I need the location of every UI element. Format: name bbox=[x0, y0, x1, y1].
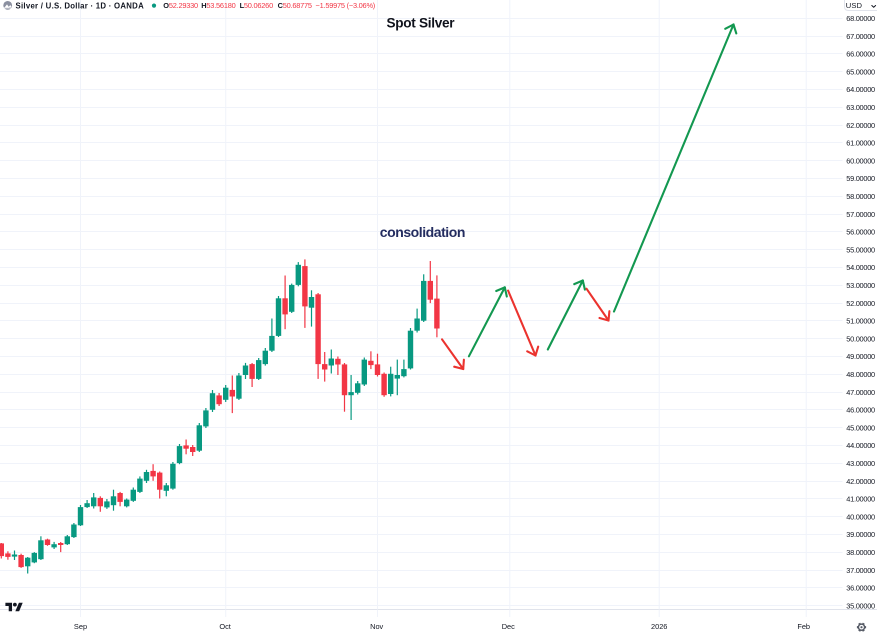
svg-text:39.00000: 39.00000 bbox=[846, 530, 875, 539]
svg-text:Nov: Nov bbox=[370, 622, 383, 631]
svg-text:55.00000: 55.00000 bbox=[846, 245, 875, 254]
svg-text:53.00000: 53.00000 bbox=[846, 281, 875, 290]
svg-text:Dec: Dec bbox=[502, 622, 515, 631]
svg-text:Sep: Sep bbox=[74, 622, 87, 631]
svg-text:64.00000: 64.00000 bbox=[846, 85, 875, 94]
svg-text:45.00000: 45.00000 bbox=[846, 423, 875, 432]
svg-text:consolidation: consolidation bbox=[380, 224, 465, 240]
svg-text:C50.68775: C50.68775 bbox=[278, 1, 312, 10]
svg-text:66.00000: 66.00000 bbox=[846, 50, 875, 59]
svg-text:Silver / U.S. Dollar · 1D · OA: Silver / U.S. Dollar · 1D · OANDA bbox=[16, 1, 145, 10]
svg-text:61.00000: 61.00000 bbox=[846, 139, 875, 148]
svg-text:46.00000: 46.00000 bbox=[846, 406, 875, 415]
svg-text:2026: 2026 bbox=[651, 622, 667, 631]
svg-text:Oct: Oct bbox=[219, 622, 231, 631]
svg-text:67.00000: 67.00000 bbox=[846, 32, 875, 41]
svg-text:35.00000: 35.00000 bbox=[846, 601, 875, 610]
svg-text:49.00000: 49.00000 bbox=[846, 352, 875, 361]
svg-text:54.00000: 54.00000 bbox=[846, 263, 875, 272]
svg-text:38.00000: 38.00000 bbox=[846, 548, 875, 557]
svg-text:44.00000: 44.00000 bbox=[846, 441, 875, 450]
svg-text:41.00000: 41.00000 bbox=[846, 495, 875, 504]
svg-text:59.00000: 59.00000 bbox=[846, 174, 875, 183]
svg-text:−1.59975 (−3.06%): −1.59975 (−3.06%) bbox=[316, 1, 376, 10]
svg-text:42.00000: 42.00000 bbox=[846, 477, 875, 486]
svg-text:48.00000: 48.00000 bbox=[846, 370, 875, 379]
svg-text:60.00000: 60.00000 bbox=[846, 156, 875, 165]
svg-text:40.00000: 40.00000 bbox=[846, 512, 875, 521]
svg-text:50.00000: 50.00000 bbox=[846, 334, 875, 343]
svg-text:L50.06260: L50.06260 bbox=[240, 1, 273, 10]
svg-text:H53.56180: H53.56180 bbox=[201, 1, 235, 10]
svg-text:56.00000: 56.00000 bbox=[846, 228, 875, 237]
svg-text:57.00000: 57.00000 bbox=[846, 210, 875, 219]
svg-text:68.00000: 68.00000 bbox=[846, 14, 875, 23]
svg-text:62.00000: 62.00000 bbox=[846, 121, 875, 130]
svg-text:37.00000: 37.00000 bbox=[846, 566, 875, 575]
svg-text:36.00000: 36.00000 bbox=[846, 584, 875, 593]
svg-text:USD: USD bbox=[846, 1, 863, 10]
svg-text:Spot Silver: Spot Silver bbox=[387, 16, 456, 31]
svg-text:O52.29330: O52.29330 bbox=[163, 1, 198, 10]
svg-text:58.00000: 58.00000 bbox=[846, 192, 875, 201]
svg-text:47.00000: 47.00000 bbox=[846, 388, 875, 397]
svg-text:52.00000: 52.00000 bbox=[846, 299, 875, 308]
svg-text:65.00000: 65.00000 bbox=[846, 67, 875, 76]
svg-text:63.00000: 63.00000 bbox=[846, 103, 875, 112]
svg-text:Feb: Feb bbox=[797, 622, 810, 631]
svg-text:51.00000: 51.00000 bbox=[846, 317, 875, 326]
svg-text:43.00000: 43.00000 bbox=[846, 459, 875, 468]
